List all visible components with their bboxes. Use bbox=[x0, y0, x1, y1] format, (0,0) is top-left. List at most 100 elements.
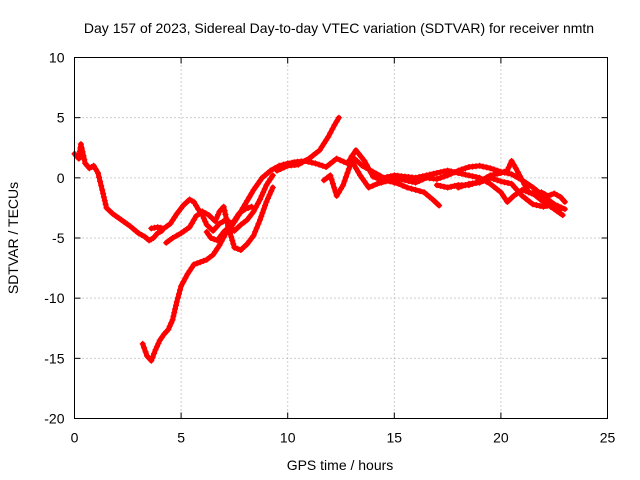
data-point bbox=[319, 162, 326, 169]
data-point bbox=[366, 166, 373, 173]
data-point bbox=[497, 170, 504, 176]
data-point bbox=[174, 294, 181, 301]
data-point bbox=[327, 172, 334, 179]
data-point bbox=[165, 326, 172, 333]
data-point bbox=[433, 182, 440, 189]
y-tick-label: -20 bbox=[44, 411, 64, 427]
data-point bbox=[161, 225, 167, 232]
data-point bbox=[544, 202, 551, 209]
data-point bbox=[544, 192, 551, 199]
data-point bbox=[252, 204, 259, 211]
data-point bbox=[312, 160, 319, 167]
data-point bbox=[254, 180, 261, 187]
data-point bbox=[399, 182, 406, 189]
y-tick-label: 0 bbox=[57, 170, 65, 186]
data-point bbox=[223, 215, 230, 222]
y-tick-label: -10 bbox=[44, 290, 64, 306]
data-point bbox=[423, 172, 430, 179]
data-point bbox=[384, 174, 391, 180]
data-point bbox=[352, 147, 359, 154]
data-point bbox=[274, 167, 280, 174]
data-point bbox=[387, 173, 394, 180]
data-point bbox=[100, 190, 107, 197]
data-point bbox=[490, 166, 497, 173]
data-point bbox=[462, 165, 469, 172]
data-point bbox=[138, 232, 145, 238]
data-point bbox=[163, 239, 170, 246]
data-point bbox=[250, 208, 257, 215]
data-point bbox=[230, 241, 237, 247]
data-point bbox=[184, 271, 191, 278]
data-point bbox=[169, 235, 176, 241]
data-point bbox=[458, 170, 465, 177]
data-point bbox=[448, 183, 455, 190]
data-point bbox=[320, 140, 327, 147]
data-point bbox=[326, 161, 333, 168]
data-point bbox=[333, 118, 340, 125]
data-point bbox=[263, 198, 270, 205]
data-point bbox=[408, 185, 415, 192]
data-point bbox=[223, 226, 230, 232]
x-tick-label: 15 bbox=[387, 430, 403, 446]
data-point bbox=[260, 189, 267, 196]
data-point bbox=[215, 211, 222, 218]
data-point bbox=[244, 197, 251, 204]
y-axis-label: SDTVAR / TECUs bbox=[5, 182, 21, 294]
data-point bbox=[261, 185, 268, 192]
data-point bbox=[559, 212, 566, 219]
data-point bbox=[548, 191, 554, 198]
data-point bbox=[248, 190, 255, 197]
data-point bbox=[101, 197, 108, 204]
data-point bbox=[523, 185, 530, 192]
data-point bbox=[430, 170, 437, 177]
data-point bbox=[80, 152, 87, 159]
data-point bbox=[234, 245, 241, 252]
data-point bbox=[183, 199, 190, 206]
data-point bbox=[196, 210, 203, 217]
data-point bbox=[263, 182, 270, 189]
data-point bbox=[473, 174, 479, 180]
data-point bbox=[561, 198, 568, 205]
data-point bbox=[267, 167, 274, 174]
data-point bbox=[432, 199, 439, 206]
data-point bbox=[206, 254, 213, 261]
y-tick-label: 5 bbox=[57, 110, 65, 126]
data-point bbox=[168, 320, 175, 326]
data-point bbox=[510, 161, 517, 168]
data-point bbox=[436, 202, 443, 209]
chart-title: Day 157 of 2023, Sidereal Day-to-day VTE… bbox=[84, 20, 594, 36]
data-point bbox=[166, 323, 173, 330]
data-point bbox=[173, 302, 179, 309]
data-point bbox=[173, 232, 180, 239]
data-point bbox=[92, 166, 99, 173]
data-point bbox=[214, 245, 221, 252]
data-point bbox=[497, 178, 504, 185]
data-point bbox=[352, 165, 359, 172]
data-point bbox=[373, 170, 380, 177]
data-point bbox=[267, 175, 274, 182]
data-point bbox=[416, 174, 423, 180]
x-tick-label: 0 bbox=[71, 430, 79, 446]
data-point bbox=[142, 348, 149, 355]
data-point bbox=[106, 207, 113, 214]
data-point bbox=[250, 232, 257, 239]
data-point bbox=[561, 206, 568, 213]
data-point bbox=[404, 184, 411, 191]
data-point bbox=[455, 184, 462, 191]
data-point bbox=[526, 198, 533, 205]
data-point bbox=[358, 154, 365, 161]
data-point bbox=[203, 256, 210, 263]
data-series bbox=[71, 114, 568, 364]
data-point bbox=[487, 180, 494, 187]
data-point bbox=[258, 213, 265, 220]
data-point bbox=[451, 169, 458, 176]
data-point bbox=[224, 219, 231, 226]
data-point bbox=[444, 184, 451, 191]
data-point bbox=[313, 150, 320, 156]
data-point bbox=[305, 158, 312, 165]
series-arc-1 bbox=[72, 141, 165, 243]
data-point bbox=[234, 224, 241, 231]
data-point bbox=[501, 168, 508, 175]
data-point bbox=[97, 178, 104, 185]
